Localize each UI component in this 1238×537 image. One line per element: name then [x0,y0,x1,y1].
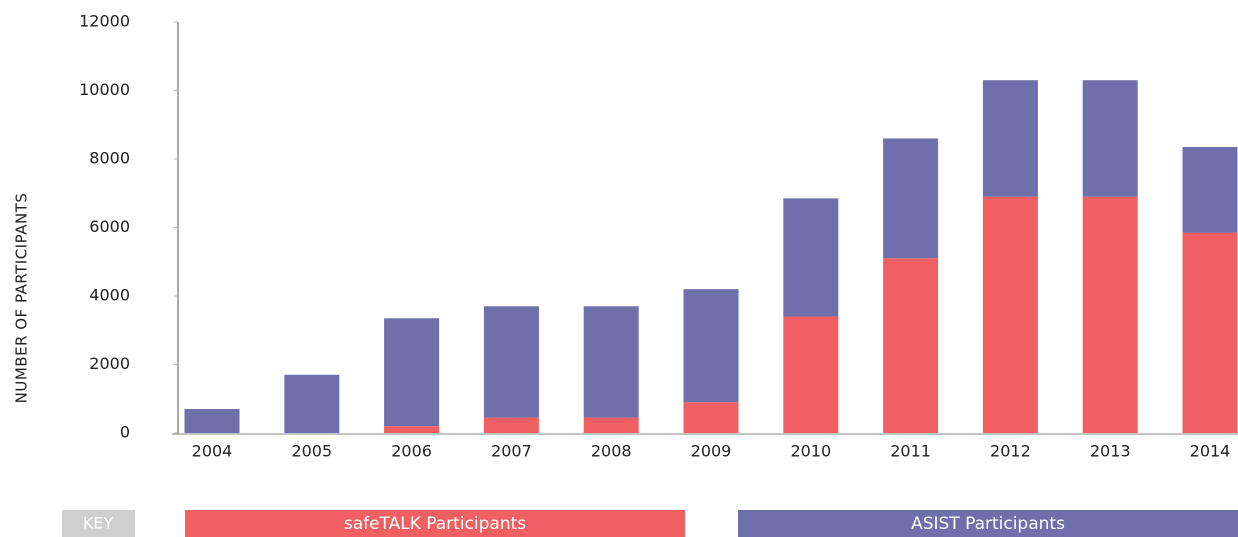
bar-segment [783,316,839,433]
bar-segment [982,196,1038,433]
legend-swatch [738,510,1238,537]
bar-segment [683,402,739,433]
legend-swatch [185,510,685,537]
y-tick-label: 4000 [89,286,130,305]
x-tick-label: 2008 [591,442,632,461]
x-tick-label: 2005 [291,442,332,461]
bar-segment [184,409,240,433]
bar-segment [1182,232,1238,433]
x-tick-label: 2011 [890,442,931,461]
bar-segment [384,318,440,427]
y-axis-label: NUMBER OF PARTICIPANTS [13,193,31,404]
y-tick-label: 12000 [79,12,130,31]
x-tick-label: 2006 [391,442,432,461]
x-tick-label: 2004 [192,442,233,461]
legend-key-box [62,510,135,537]
bar-segment [583,417,639,433]
y-tick-label: 10000 [79,80,130,99]
y-tick-label: 8000 [89,149,130,168]
bar-segment [883,258,939,433]
bar-segment [583,306,639,418]
bar-segment [483,417,539,433]
x-tick-label: 2013 [1090,442,1131,461]
legend-label: safeTALK Participants [344,514,526,534]
y-tick-label: 0 [120,423,130,442]
x-tick-label: 2007 [491,442,532,461]
y-tick-label: 2000 [89,354,130,373]
bar-segment [1082,196,1138,433]
bar-segment [284,374,340,433]
bar-segment [683,289,739,403]
legend-title: KEY [83,514,114,533]
y-tick-label: 6000 [89,217,130,236]
bar-segment [1082,80,1138,197]
bar-segment [1182,147,1238,233]
bar-segment [783,198,839,317]
x-tick-label: 2010 [790,442,831,461]
bar-segment [483,306,539,418]
x-tick-label: 2014 [1190,442,1231,461]
bar-segment [982,80,1038,197]
legend-label: ASIST Participants [911,514,1065,534]
bar-segment [384,426,440,433]
x-tick-label: 2009 [691,442,732,461]
bar-segment [883,138,939,259]
x-tick-label: 2012 [990,442,1031,461]
